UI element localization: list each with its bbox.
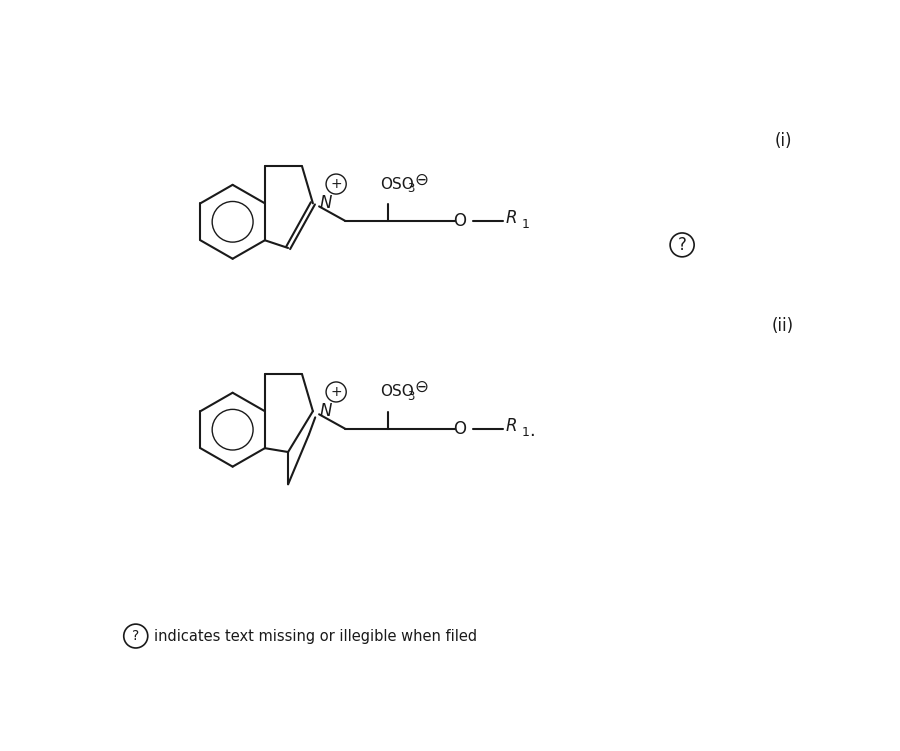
Text: O: O — [453, 420, 466, 438]
Text: OSO: OSO — [381, 385, 414, 400]
Text: ⊖: ⊖ — [415, 379, 428, 397]
Text: (ii): (ii) — [772, 317, 794, 335]
Text: 1: 1 — [521, 427, 529, 439]
Text: +: + — [330, 177, 342, 191]
Text: +: + — [330, 385, 342, 399]
Text: O: O — [453, 212, 466, 230]
Text: indicates text missing or illegible when filed: indicates text missing or illegible when… — [155, 629, 478, 644]
Text: OSO: OSO — [381, 176, 414, 192]
Text: 3: 3 — [408, 182, 415, 195]
Text: .: . — [529, 422, 535, 440]
Text: N: N — [320, 403, 332, 421]
Text: N: N — [320, 195, 332, 213]
Text: 1: 1 — [521, 219, 529, 231]
Text: (i): (i) — [774, 132, 792, 150]
Text: 3: 3 — [408, 390, 415, 403]
Text: ⊖: ⊖ — [415, 170, 428, 189]
Text: ?: ? — [132, 629, 140, 643]
Text: R: R — [505, 417, 517, 435]
Text: ?: ? — [678, 236, 687, 254]
Text: R: R — [505, 209, 517, 227]
